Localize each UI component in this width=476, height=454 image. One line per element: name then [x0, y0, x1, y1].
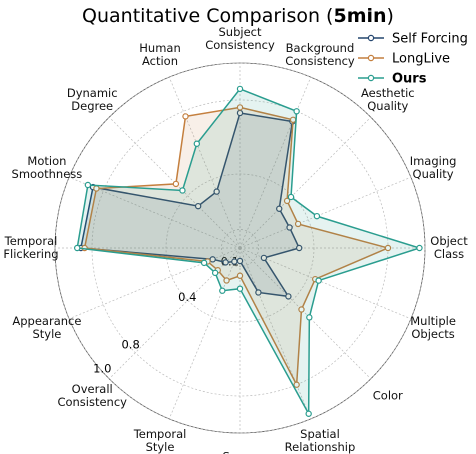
axis-label: Spatial Relationship — [284, 427, 356, 454]
spoke — [168, 247, 241, 420]
point — [223, 277, 230, 284]
point — [293, 108, 300, 115]
point — [296, 244, 303, 252]
point — [200, 259, 208, 267]
point — [172, 180, 180, 188]
point — [276, 205, 283, 212]
axis-label: Motion Smoothness — [11, 154, 83, 182]
axis-label: Dynamic Degree — [66, 86, 118, 114]
r-tick-label: 0.8 — [121, 338, 139, 352]
spoke — [239, 176, 412, 249]
point — [213, 188, 220, 195]
point — [73, 244, 81, 252]
spoke — [168, 76, 241, 249]
point — [84, 181, 92, 189]
legend-label: Self Forcing — [392, 32, 468, 47]
chart-title: Quantitative Comparison (5min) — [82, 5, 394, 27]
axis-label: Object Class — [430, 234, 468, 261]
point — [306, 314, 313, 321]
spoke — [68, 176, 241, 249]
point — [222, 259, 229, 266]
axis-label: Temporal Style — [133, 427, 187, 454]
point — [315, 277, 322, 284]
point — [209, 256, 216, 263]
title-part: ) — [387, 5, 394, 27]
axis-label: Appearance Style — [12, 313, 82, 341]
title-part: Quantitative Comparison ( — [82, 5, 333, 27]
axis-label: Multiple Objects — [410, 313, 456, 341]
point — [283, 197, 291, 205]
point — [260, 254, 268, 262]
title-part: 5min — [333, 5, 386, 27]
point — [313, 212, 321, 220]
spoke — [108, 247, 241, 380]
point — [194, 202, 202, 210]
point — [236, 272, 244, 279]
point — [294, 220, 302, 228]
point — [285, 293, 292, 300]
axis-label: Scene — [222, 450, 257, 454]
spoke — [239, 247, 412, 320]
point — [287, 193, 295, 201]
legend-swatch-marker — [367, 74, 375, 82]
point — [219, 287, 226, 294]
point — [193, 140, 201, 147]
axis-label: Human Action — [139, 40, 181, 68]
point — [286, 224, 293, 231]
legend-label: Ours — [392, 72, 427, 87]
axis-label: Subject Consistency — [205, 25, 275, 52]
point — [305, 410, 312, 417]
point — [236, 104, 244, 111]
legend-swatch-marker — [367, 54, 375, 62]
series — [73, 85, 423, 417]
spoke — [68, 247, 241, 320]
point — [255, 289, 262, 296]
spoke — [239, 247, 312, 420]
legend-swatch-marker — [367, 34, 375, 42]
axis-label: Background Consistency — [285, 40, 355, 68]
point — [298, 306, 305, 313]
point — [179, 187, 186, 194]
axis-label: Color — [372, 388, 403, 403]
point — [236, 285, 244, 292]
point — [211, 269, 219, 277]
series-area — [76, 87, 422, 417]
spoke — [239, 76, 312, 249]
point — [384, 244, 392, 252]
axis-label: Aesthetic Quality — [360, 86, 415, 114]
point — [416, 244, 423, 252]
r-tick-label: 1.0 — [93, 361, 111, 375]
axis-label: Overall Consistency — [57, 381, 127, 409]
point — [231, 258, 238, 265]
spoke — [239, 116, 372, 249]
point — [182, 113, 189, 120]
point — [293, 381, 300, 388]
spoke — [239, 247, 372, 380]
legend-label: LongLive — [392, 52, 450, 67]
point — [236, 85, 244, 93]
grid-ring — [221, 229, 259, 267]
r-tick-label: 0.4 — [178, 290, 196, 304]
axis-label: Imaging Quality — [409, 154, 457, 182]
axis-label: Temporal Flickering — [3, 234, 59, 261]
